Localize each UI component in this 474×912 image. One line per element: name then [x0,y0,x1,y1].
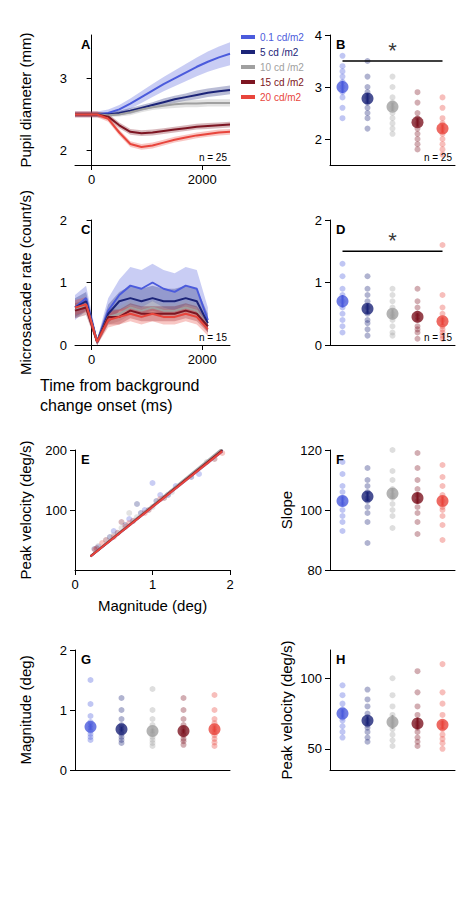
svg-text:50: 50 [308,741,322,756]
svg-text:G: G [81,652,91,667]
svg-text:3: 3 [315,80,322,95]
svg-text:F: F [336,452,344,467]
svg-text:1: 1 [149,577,156,592]
svg-text:Peak velocity (deg/s): Peak velocity (deg/s) [17,440,34,579]
svg-text:2: 2 [60,213,67,228]
svg-text:200: 200 [45,443,67,458]
svg-text:1: 1 [60,275,67,290]
svg-text:Pupil diameter (mm): Pupil diameter (mm) [17,32,34,167]
svg-text:2: 2 [315,213,322,228]
svg-text:A: A [81,37,91,52]
svg-text:10 cd /m2: 10 cd /m2 [260,62,304,73]
svg-text:1: 1 [60,703,67,718]
svg-text:0: 0 [60,763,67,778]
svg-text:B: B [336,37,345,52]
svg-text:change onset (ms): change onset (ms) [40,397,173,414]
svg-text:*: * [388,38,397,63]
svg-text:0: 0 [60,338,67,353]
svg-text:n = 15: n = 15 [199,332,228,343]
svg-text:0: 0 [88,352,95,367]
svg-text:100: 100 [300,503,322,518]
svg-text:E: E [81,452,90,467]
svg-text:Slope: Slope [278,491,295,529]
svg-text:3: 3 [60,71,67,86]
svg-text:Magnitude (deg): Magnitude (deg) [98,597,207,614]
svg-text:Magnitude (deg): Magnitude (deg) [17,655,34,764]
svg-text:0: 0 [88,172,95,187]
svg-text:0.1 cd/m2: 0.1 cd/m2 [260,32,304,43]
svg-text:0: 0 [71,577,78,592]
svg-text:C: C [81,222,91,237]
svg-text:*: * [388,228,397,253]
svg-text:2: 2 [60,643,67,658]
svg-text:15 cd /m2: 15 cd /m2 [260,77,304,88]
svg-text:Microsaccade rate (count/s): Microsaccade rate (count/s) [17,190,34,375]
svg-text:2: 2 [226,577,233,592]
svg-text:100: 100 [300,671,322,686]
svg-text:n = 25: n = 25 [199,152,228,163]
svg-text:n = 15: n = 15 [424,332,453,343]
svg-text:D: D [336,222,345,237]
svg-text:2: 2 [60,143,67,158]
svg-text:5 cd /m2: 5 cd /m2 [260,47,299,58]
svg-text:2000: 2000 [188,352,217,367]
svg-text:80: 80 [308,563,322,578]
svg-text:0: 0 [315,338,322,353]
svg-text:1: 1 [315,275,322,290]
svg-text:2000: 2000 [188,172,217,187]
svg-text:100: 100 [45,503,67,518]
svg-text:2: 2 [315,132,322,147]
svg-text:Time from background: Time from background [40,377,204,394]
svg-text:20 cd/m2: 20 cd/m2 [260,92,302,103]
svg-text:Peak velocity (deg/s): Peak velocity (deg/s) [278,640,295,779]
svg-text:H: H [336,652,345,667]
svg-text:n = 25: n = 25 [424,152,453,163]
svg-text:4: 4 [315,28,322,43]
svg-text:120: 120 [300,443,322,458]
